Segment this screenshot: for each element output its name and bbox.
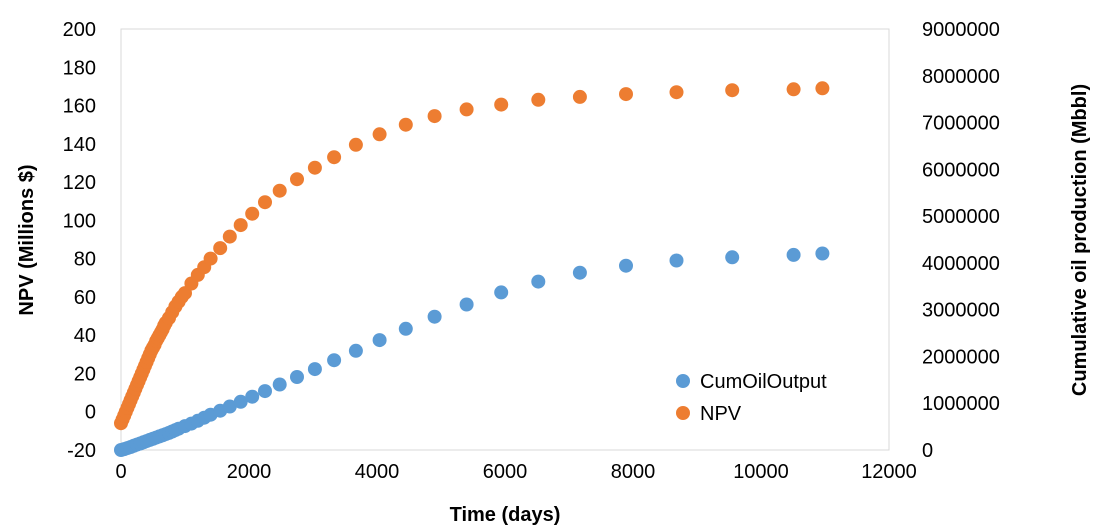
y2-tick-label: 7000000 [922,113,1000,135]
y2-tick-label: 5000000 [922,206,1000,228]
x-axis-ticks: 0 2000 4000 6000 8000 10000 12000 [115,461,916,483]
legend: CumOilOutput NPV [676,371,827,425]
y2-tick-label: 2000000 [922,346,1000,368]
point-npv [427,109,442,124]
series-layer [114,81,830,457]
legend-marker-cumoiloutput [676,374,690,388]
legend-marker-npv [676,406,690,420]
y-tick-label: -20 [67,440,96,462]
y-tick-label: 20 [74,363,96,385]
point-cumoiloutput [327,353,342,368]
y-tick-label: 80 [74,249,96,271]
series-cumoiloutput [114,246,830,457]
y2-tick-label: 6000000 [922,159,1000,181]
point-cumoiloutput [786,247,801,262]
y-axis-ticks: -20 0 20 40 60 80 100 120 140 160 180 200 [63,19,96,462]
y-tick-label: 160 [63,96,96,118]
x-axis-title: Time (days) [450,504,561,526]
y2-tick-label: 9000000 [922,19,1000,41]
point-npv [290,172,304,187]
y-tick-label: 200 [63,19,96,41]
y-tick-label: 40 [74,325,96,347]
point-cumoiloutput [222,399,237,414]
point-npv [572,89,587,104]
point-cumoiloutput [572,265,587,280]
point-npv [327,150,342,165]
x-tick-label: 4000 [355,461,400,483]
legend-label-npv: NPV [700,403,742,425]
point-cumoiloutput [272,377,287,392]
point-npv [815,81,830,96]
point-npv [725,83,740,98]
point-npv [786,82,801,97]
point-npv [494,97,509,112]
point-cumoiloutput [290,370,304,384]
point-cumoiloutput [815,246,830,261]
point-npv [222,229,237,244]
point-npv [272,183,287,198]
point-cumoiloutput [233,394,248,409]
series-npv [114,81,830,431]
point-npv [233,218,248,233]
point-cumoiloutput [669,253,684,268]
point-cumoiloutput [307,362,322,377]
point-cumoiloutput [372,333,387,348]
point-npv [245,206,260,221]
point-npv [459,102,474,117]
x-tick-label: 6000 [483,461,528,483]
y2-tick-label: 4000000 [922,253,1000,275]
point-cumoiloutput [258,384,272,399]
y-tick-label: 120 [63,172,96,194]
y2-tick-label: 3000000 [922,300,1000,322]
point-npv [619,87,633,102]
y2-tick-label: 8000000 [922,66,1000,88]
point-cumoiloutput [348,343,363,358]
x-tick-label: 8000 [611,461,656,483]
point-cumoiloutput [725,250,740,265]
point-cumoiloutput [427,309,442,324]
x-tick-label: 12000 [861,461,917,483]
y2-axis-ticks: 0 1000000 2000000 3000000 4000000 5000000 6000… [922,19,1000,462]
x-tick-label: 2000 [227,461,272,483]
x-tick-label: 0 [115,461,126,483]
y2-tick-label: 0 [922,440,933,462]
point-cumoiloutput [245,389,260,404]
point-npv [398,117,413,132]
y-axis-title: NPV (Millions $) [16,164,38,315]
legend-label-cumoiloutput: CumOilOutput [700,371,827,393]
point-cumoiloutput [619,258,633,273]
y-tick-label: 0 [85,402,96,424]
point-npv [669,85,684,100]
point-npv [203,251,218,266]
point-npv [531,92,546,107]
y-tick-label: 180 [63,57,96,79]
point-cumoiloutput [531,274,546,289]
point-npv [213,241,228,256]
point-npv [372,127,387,142]
point-cumoiloutput [459,297,474,312]
point-npv [307,160,322,175]
point-npv [258,195,272,210]
point-cumoiloutput [494,285,509,300]
y2-axis-title: Cumulative oil production (Mbbl) [1069,84,1091,396]
y-tick-label: 140 [63,134,96,156]
x-tick-label: 10000 [733,461,789,483]
y2-tick-label: 1000000 [922,393,1000,415]
y-tick-label: 60 [74,287,96,309]
point-cumoiloutput [398,321,413,336]
y-tick-label: 100 [63,210,96,232]
point-npv [348,137,363,152]
